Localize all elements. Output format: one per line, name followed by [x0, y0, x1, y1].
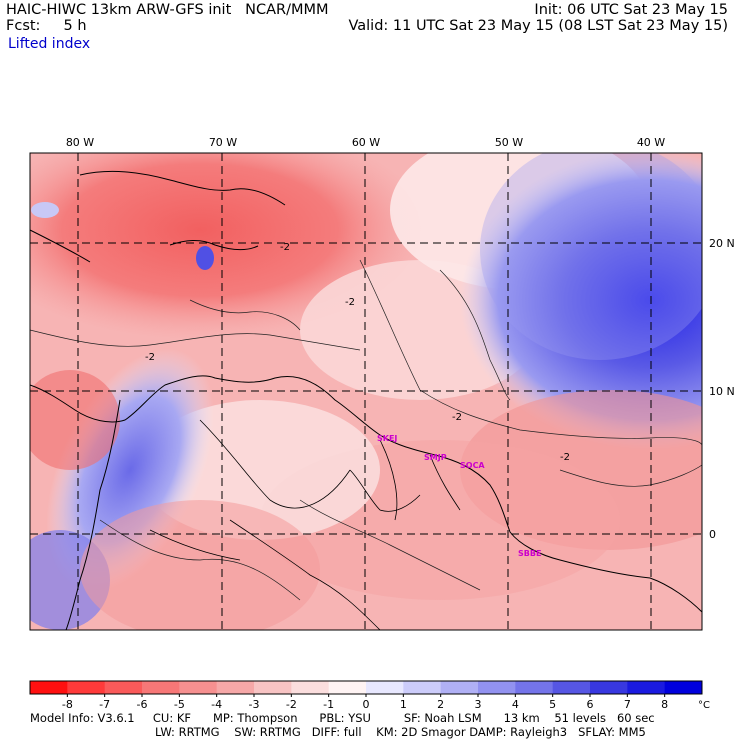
model-info-line1: Model Info: V3.6.1 CU: KF MP: Thompson P… — [30, 711, 655, 725]
lon-label: 80 W — [66, 136, 94, 149]
model-title: HAIC-HIWC 13km ARW-GFS init NCAR/MMM — [6, 2, 329, 18]
colorbar-swatch — [515, 681, 554, 694]
colorbar-swatch — [590, 681, 628, 694]
colorbar-tick-label: 3 — [475, 698, 482, 710]
colorbar-ticks: -8 -7 -6 -5 -4 -3 -2 -1 0 1 2 3 4 5 6 7 8 °C — [62, 694, 710, 710]
contour-label: -2 — [145, 352, 155, 363]
init-time: Init: 06 UTC Sat 23 May 15 — [534, 2, 728, 18]
valid-time: Valid: 11 UTC Sat 23 May 15 (08 LST Sat … — [348, 18, 728, 34]
latitude-labels: 20 N 10 N 0 — [709, 237, 735, 541]
colorbar-tick-label: 2 — [437, 698, 444, 710]
colorbar-tick-label: -2 — [286, 698, 297, 710]
colorbar-swatch — [366, 681, 404, 694]
colorbar-swatch — [291, 681, 330, 694]
forecast-hour: Fcst: 5 h — [6, 18, 87, 34]
contour-label: -2 — [560, 452, 570, 463]
colorbar-swatch — [403, 681, 442, 694]
colorbar-tick-label: -4 — [211, 698, 222, 710]
colorbar-tick-label: -8 — [62, 698, 73, 710]
lon-label: 70 W — [209, 136, 237, 149]
model-info-line2: LW: RRTMG SW: RRTMG DIFF: full KM: 2D Sm… — [155, 725, 646, 739]
colorbar-swatch — [478, 681, 516, 694]
lon-label: 50 W — [495, 136, 523, 149]
colorbar-swatch — [142, 681, 180, 694]
lat-label: 0 — [709, 528, 716, 541]
colorbar-swatch — [328, 681, 367, 694]
map-frame — [29, 152, 703, 631]
variable-name: Lifted index — [8, 36, 91, 52]
colorbar-swatch — [216, 681, 255, 694]
colorbar-tick-label: 8 — [661, 698, 668, 710]
colorbar-swatch — [627, 681, 666, 694]
colorbar-swatch — [552, 681, 591, 694]
station-labels: SKEJ SMJP SOCA SBBE — [377, 434, 541, 558]
colorbar-tick-label: -1 — [323, 698, 334, 710]
grid-lines — [30, 153, 702, 630]
colorbar-swatch — [254, 681, 292, 694]
contour-labels: -2 -2 -2 -2 -2 — [145, 242, 570, 463]
station-label-smjp: SMJP — [424, 453, 447, 462]
lat-label: 10 N — [709, 385, 735, 398]
colorbar-tick-label: -3 — [249, 698, 260, 710]
contour-label: -2 — [280, 242, 290, 253]
colorbar-tick-label: 1 — [400, 698, 407, 710]
lifted-index-map: 80 W 70 W 60 W 50 W 40 W 20 N 10 N 0 -2 … — [29, 136, 735, 710]
coastlines — [29, 170, 703, 631]
colorbar-swatch — [664, 681, 703, 694]
colorbar-unit: °C — [698, 700, 710, 710]
station-label-soca: SOCA — [460, 461, 485, 470]
lon-label: 60 W — [352, 136, 380, 149]
lon-label: 40 W — [637, 136, 665, 149]
colorbar-tick-label: 6 — [587, 698, 594, 710]
colorbar-swatch — [104, 681, 143, 694]
contour-label: -2 — [452, 412, 462, 423]
colorbar-tick-label: -5 — [174, 698, 185, 710]
colorbar-swatch — [440, 681, 479, 694]
border-lines — [149, 419, 461, 631]
lat-label: 20 N — [709, 237, 735, 250]
colorbar-swatch — [67, 681, 106, 694]
colorbar-tick-label: 7 — [624, 698, 631, 710]
colorbar-tick-label: 5 — [549, 698, 556, 710]
colorbar-swatch — [179, 681, 218, 694]
longitude-labels: 80 W 70 W 60 W 50 W 40 W — [66, 136, 665, 149]
colorbar-tick-label: -7 — [99, 698, 110, 710]
colorbar-tick-label: 4 — [512, 698, 519, 710]
station-label-skej: SKEJ — [377, 434, 397, 443]
colorbar-swatch — [30, 681, 68, 694]
field-shading — [30, 153, 702, 630]
station-label-sbbe: SBBE — [518, 549, 541, 558]
colorbar — [29, 680, 703, 695]
colorbar-tick-label: -6 — [137, 698, 148, 710]
contour-label: -2 — [345, 297, 355, 308]
colorbar-tick-label: 0 — [363, 698, 370, 710]
